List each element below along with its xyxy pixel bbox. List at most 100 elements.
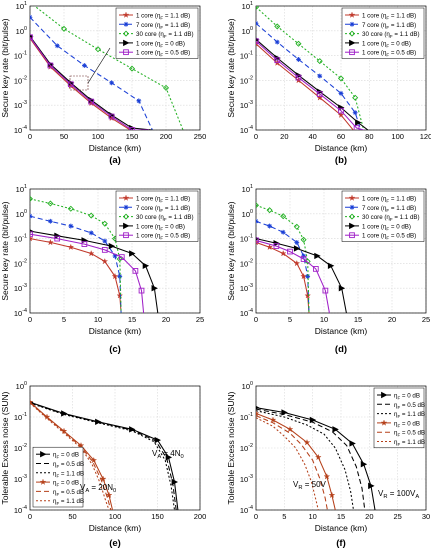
data-point-triangle (281, 409, 288, 416)
x-tick-label: 0 (254, 132, 258, 141)
data-point-triangle (360, 460, 368, 468)
data-point-diamond (348, 213, 356, 220)
data-point-triangle (40, 450, 47, 458)
legend-label: 1 core (ηF​ = 1.1 dB) (136, 196, 190, 204)
data-point-asterisk (274, 39, 280, 45)
data-point-star (328, 491, 336, 499)
y-tick-label: 10-2​ (14, 75, 27, 85)
series-line (256, 40, 364, 130)
data-point-star (256, 409, 260, 417)
x-tick-label: 5 (288, 315, 292, 324)
y-tick-label: 10-2​ (240, 258, 253, 268)
data-point-square (349, 49, 355, 56)
y-tick-label: 10-3​ (14, 474, 27, 484)
x-tick-label: 25 (422, 315, 430, 324)
series-line (30, 402, 112, 510)
chart-panel-3: 0 5 10 15 20 25 10-4​ 10-3​ 10-2​ 10-1​ 100​ 101​ Di… (0, 184, 204, 355)
y-tick-label: 10-4​ (14, 308, 27, 318)
data-point-asterisk (305, 273, 311, 279)
data-point-square (300, 256, 307, 262)
data-point-diamond (28, 0, 33, 5)
data-point-asterisk (48, 218, 53, 224)
legend-label: 30 core (ηF​ = 1.1 dB) (362, 31, 420, 39)
data-point-star (101, 257, 109, 265)
x-tick-label: 0 (254, 512, 258, 521)
chart-panel-6: 0 5 10 15 20 25 30 10-4​ 10-3​ 10-2​ 10-1​ 100​ Dist… (226, 381, 430, 549)
series-group (30, 195, 159, 313)
x-axis-label: Distance (km) (89, 143, 142, 153)
series-line (256, 417, 319, 510)
data-point-square (30, 231, 33, 238)
x-tick-label: 150 (151, 512, 164, 521)
y-axis-label: Secure key rate (bit/pulse) (0, 18, 10, 117)
x-tick-label: 20 (388, 315, 396, 324)
data-point-asterisk (256, 20, 259, 26)
x-tick-label: 60 (337, 132, 345, 141)
data-point-square (322, 287, 329, 294)
series-line (30, 402, 176, 510)
data-point-square (287, 248, 293, 255)
axes-frame (255, 188, 427, 314)
x-tick-label: 25 (196, 315, 204, 324)
data-point-star (380, 419, 388, 426)
series-line (30, 401, 114, 510)
data-point-diamond (280, 213, 287, 220)
data-point-diamond (94, 46, 102, 53)
data-point-triangle (129, 250, 136, 257)
x-axis-label: Distance (km) (315, 326, 368, 336)
data-point-star (279, 249, 287, 257)
legend-label: 7 core (ηF​ = 1.1 dB) (136, 205, 190, 213)
series-line (256, 408, 366, 510)
legend-box (341, 190, 425, 242)
data-point-diamond (67, 205, 74, 212)
data-point-asterisk (294, 240, 300, 245)
x-tick-label: 100 (92, 132, 105, 141)
data-point-star (266, 243, 273, 251)
data-point-diamond (256, 202, 260, 209)
data-point-diamond (116, 255, 123, 263)
x-tick-label: 5 (62, 315, 66, 324)
y-tick-label: 10-1​ (240, 234, 253, 244)
y-tick-label: 10-3​ (240, 474, 253, 484)
legend-label: ηF​ = 0.5 dB (53, 489, 84, 497)
x-tick-label: 20 (162, 315, 170, 324)
x-axis-label: Distance (km) (315, 523, 368, 533)
data-point-asterisk (109, 80, 114, 86)
legend-label: ηF​ = 0.5 dB (394, 402, 425, 410)
zoom-pointer (87, 47, 111, 84)
legend-label: ηF​ = 0.5 dB (53, 461, 84, 469)
data-point-diamond (30, 195, 34, 202)
data-point-asterisk (317, 73, 323, 79)
data-point-triangle (332, 426, 339, 433)
legend-label: ηF​ = 1.1 dB (394, 411, 425, 419)
y-tick-label: 10-4​ (240, 308, 253, 318)
data-point-diamond (162, 84, 170, 91)
legend-label: 30 core (ηF​ = 1.1 dB) (136, 214, 194, 222)
data-point-asterisk (256, 218, 259, 224)
y-tick-label: 101​ (242, 184, 253, 194)
y-tick-label: 10-3​ (240, 283, 253, 293)
legend-label: 1 core (ηF​ = 1.1 dB) (362, 13, 416, 21)
y-tick-label: 101​ (16, 184, 27, 194)
data-point-diamond (300, 236, 307, 243)
legend-box (341, 7, 425, 59)
data-point-star (304, 292, 312, 299)
y-axis-label: Tolerable Excess noise (SUN) (226, 391, 236, 504)
legend-label: ηF​ = 0 dB (394, 393, 420, 401)
panel-caption: (c) (109, 344, 121, 355)
legend-box (115, 190, 199, 242)
data-point-star (323, 473, 331, 480)
series-line (30, 402, 110, 510)
series-line (256, 415, 328, 510)
data-point-triangle (368, 482, 375, 490)
legend: 1 core (ηF​ = 1.1 dB)7 core (ηF​ = 1.1 d… (341, 190, 425, 242)
data-point-asterisk (352, 110, 358, 116)
data-point-asterisk (349, 21, 355, 27)
legend-label: 1 core (ηF​ = 1.1 dB) (136, 13, 190, 21)
x-tick-label: 10 (94, 315, 102, 324)
series-group (256, 202, 347, 313)
y-tick-label: 10-2​ (240, 75, 253, 85)
y-tick-label: 100​ (16, 26, 27, 36)
data-point-square (312, 266, 319, 272)
